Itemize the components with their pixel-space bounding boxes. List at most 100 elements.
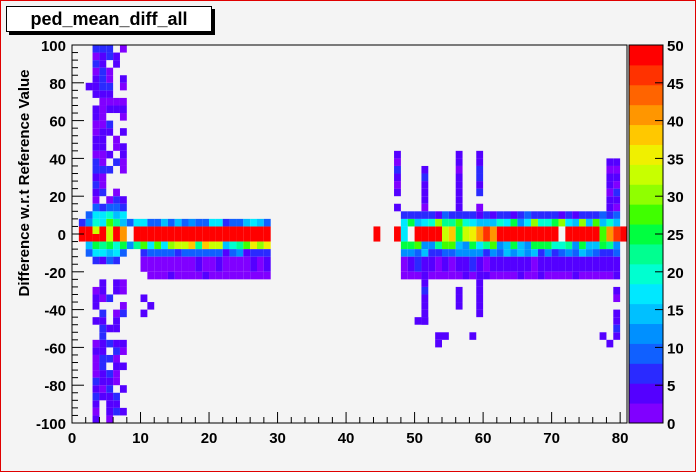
heatmap-cell: [243, 241, 251, 250]
heatmap-cell: [613, 324, 621, 333]
heatmap-cell: [113, 279, 120, 287]
heatmap-cell: [469, 226, 477, 242]
heatmap-cell: [236, 218, 244, 227]
heatmap-cell: [215, 256, 223, 272]
heatmap-cell: [435, 332, 442, 340]
heatmap-cell: [202, 271, 210, 280]
heatmap-cell: [106, 385, 114, 393]
heatmap-cell: [113, 188, 120, 197]
heatmap-cell: [92, 90, 100, 98]
heatmap-cell: [421, 188, 429, 197]
heatmap-cell: [537, 249, 545, 257]
heatmap-cell: [106, 226, 114, 242]
heatmap-cell: [174, 226, 182, 242]
y-tick-label: -100: [36, 416, 66, 433]
heatmap-cell: [428, 218, 436, 227]
heatmap-cell: [462, 249, 470, 257]
heatmap-cell: [579, 241, 586, 250]
heatmap-cell: [119, 286, 127, 295]
y-tick-label: -80: [44, 378, 66, 395]
heatmap-cell: [551, 241, 559, 250]
heatmap-cell: [113, 143, 120, 151]
heatmap-cell: [113, 158, 120, 166]
heatmap-cell: [483, 249, 490, 257]
heatmap-cell: [99, 150, 107, 159]
heatmap-cell: [442, 241, 449, 250]
palette-swatch: [629, 263, 663, 285]
heatmap-cell: [455, 294, 463, 303]
heatmap-cell: [92, 188, 100, 197]
heatmap-cell: [537, 218, 545, 227]
heatmap-cell: [92, 241, 100, 250]
palette-swatch: [629, 224, 663, 245]
heatmap-cell: [394, 150, 401, 159]
heatmap-cell: [99, 52, 107, 61]
heatmap-cell: [442, 256, 449, 272]
heatmap-cell: [448, 271, 456, 280]
heatmap-cell: [400, 271, 408, 280]
heatmap-cell: [92, 150, 100, 159]
heatmap-cell: [99, 317, 107, 325]
heatmap-cell: [188, 241, 196, 250]
heatmap-cell: [263, 249, 271, 257]
heatmap-cell: [462, 211, 470, 219]
heatmap-cell: [119, 97, 127, 106]
heatmap-cell: [599, 226, 607, 242]
heatmap-cell: [524, 211, 532, 219]
heatmap-cell: [400, 256, 408, 272]
heatmap-cell: [167, 241, 175, 250]
heatmap-cell: [551, 226, 559, 242]
heatmap-cell: [407, 241, 415, 250]
heatmap-cell: [428, 256, 436, 272]
heatmap-cell: [414, 249, 422, 257]
y-tick-label: 80: [49, 76, 66, 93]
heatmap-cell: [99, 188, 107, 197]
heatmap-cell: [92, 120, 100, 129]
heatmap-cell: [606, 188, 614, 197]
x-tick-label: 0: [68, 430, 76, 447]
heatmap-cell: [154, 241, 162, 250]
heatmap-cell: [209, 249, 216, 257]
heatmap-cell: [113, 362, 120, 371]
heatmap-cell: [202, 218, 210, 227]
heatmap-cell: [585, 249, 593, 257]
heatmap-cell: [99, 354, 107, 363]
heatmap-cell: [92, 67, 100, 76]
heatmap-cell: [421, 286, 429, 295]
palette-tick-label: 10: [667, 340, 684, 357]
y-tick-label: 60: [49, 114, 66, 131]
x-tick-label: 80: [612, 430, 629, 447]
palette-swatch: [629, 124, 663, 145]
heatmap-cell: [92, 249, 100, 257]
heatmap-cell: [113, 211, 120, 219]
heatmap-cell: [565, 218, 573, 227]
palette-tick-label: 35: [667, 151, 684, 168]
heatmap-cell: [119, 211, 127, 219]
heatmap-cell: [119, 309, 127, 318]
heatmap-cell: [476, 271, 484, 280]
heatmap-cell: [119, 218, 127, 227]
heatmap-cell: [92, 196, 100, 204]
heatmap-cell: [579, 256, 586, 272]
heatmap-cell: [613, 203, 621, 212]
palette-tick-label: 15: [667, 303, 684, 320]
heatmap-cell: [99, 128, 107, 136]
heatmap-cell: [113, 60, 120, 68]
heatmap-cell: [92, 385, 100, 393]
y-tick-label: -20: [44, 265, 66, 282]
heatmap-cell: [119, 347, 127, 355]
heatmap-cell: [106, 196, 114, 204]
heatmap-cell: [435, 271, 442, 280]
heatmap-cell: [606, 256, 614, 272]
heatmap-cell: [161, 218, 168, 227]
heatmap-cell: [174, 256, 182, 272]
heatmap-cell: [99, 158, 107, 166]
heatmap-cell: [421, 294, 429, 303]
heatmap-cell: [442, 226, 449, 242]
y-tick-label: 0: [58, 227, 66, 244]
heatmap-cell: [455, 173, 463, 182]
heatmap-cell: [147, 256, 155, 272]
heatmap-cell: [222, 271, 230, 280]
heatmap-cell: [592, 271, 600, 280]
heatmap-cell: [188, 226, 196, 242]
